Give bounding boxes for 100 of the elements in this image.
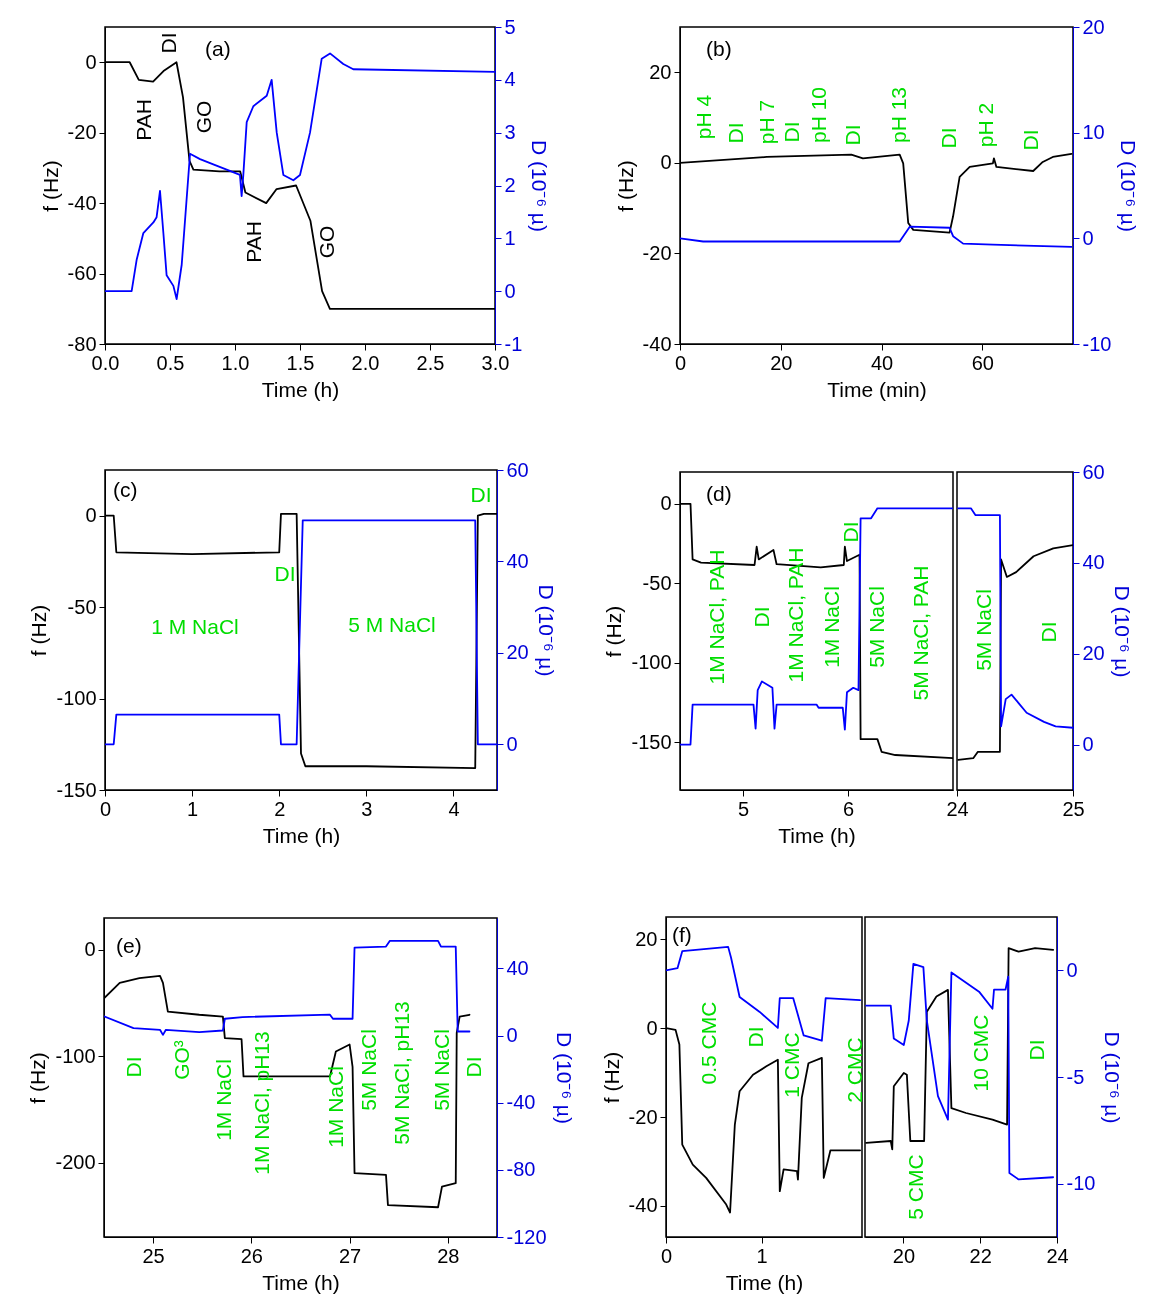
annotation: DI: [780, 121, 803, 143]
y-tick-label: 0: [85, 50, 97, 73]
y2-tick-label: 4: [504, 68, 516, 91]
x-tick-label: 26: [240, 1244, 263, 1267]
x-axis-title: Time (h): [262, 1270, 340, 1294]
y-tick-label: -40: [642, 332, 672, 355]
annotation: DI: [724, 122, 747, 144]
x-tick-label: 40: [870, 351, 894, 374]
y2-tick-label: 0: [1082, 226, 1094, 249]
annotation: 5M NaCl, PAH: [909, 565, 932, 701]
y-tick-label: -150: [56, 778, 97, 801]
y2-tick-label: 0: [1066, 958, 1078, 981]
annotation: pH 2: [974, 102, 997, 148]
y2-axis-title: D (10⁻⁶ µ): [534, 584, 558, 677]
x-tick-label: 60: [971, 351, 994, 374]
y-tick-label: -20: [67, 121, 97, 144]
line-series: [680, 225, 1073, 248]
annotation: DI: [1037, 621, 1060, 643]
y-axis-title: f (Hz): [599, 1051, 623, 1104]
y2-tick-label: 0: [504, 279, 516, 302]
chart-title: (c): [113, 478, 138, 501]
y2-tick-label: 60: [506, 458, 529, 481]
line-series: [957, 507, 1073, 729]
y-tick-label: -150: [631, 730, 672, 753]
annotation: pH 4: [692, 94, 715, 140]
y2-axis-title: D (10⁻⁶ µ): [1110, 585, 1134, 678]
annotation: 5M NaCl: [430, 1029, 453, 1111]
y-tick-label: -100: [55, 1044, 96, 1067]
y2-tick-label: 5: [504, 15, 516, 38]
y2-tick-label: 1: [504, 226, 516, 249]
y-axis-title: f (Hz): [613, 160, 637, 212]
x-tick-label: 4: [448, 797, 460, 820]
y2-tick-label: -10: [1082, 332, 1112, 355]
annotation: 1M NaCl: [324, 1066, 347, 1148]
y2-tick-label: 20: [1082, 15, 1105, 38]
x-tick-label: 6: [842, 797, 855, 820]
y2-tick-label: 2: [504, 174, 516, 196]
x-tick-label: 25: [142, 1244, 165, 1267]
y2-tick-label: 0: [1082, 733, 1094, 756]
x-tick-label: 3: [361, 797, 373, 820]
annotation: pH 13: [887, 86, 910, 144]
x-tick-label: 1.0: [221, 351, 250, 374]
y2-tick-label: 40: [506, 956, 529, 979]
y-tick-label: 0: [660, 151, 672, 174]
annotation: 1M NaCl, PAH: [784, 547, 807, 683]
annotation: DI: [462, 1056, 485, 1078]
chart-title: (f): [672, 923, 692, 946]
x-tick-label: 28: [437, 1244, 460, 1267]
x-tick-label: 1.5: [286, 351, 315, 374]
x-tick-label: 22: [969, 1244, 992, 1267]
annotation: GO: [192, 100, 215, 134]
y-tick-label: -60: [67, 262, 97, 285]
y-axis-title: f (Hz): [26, 1052, 50, 1104]
y-tick-label: -100: [56, 687, 97, 710]
annotation: 1M NaCl, pH13: [250, 1031, 273, 1175]
y-axis-title: f (Hz): [602, 605, 626, 658]
annotation: GO³: [170, 1040, 193, 1080]
annotation: DI: [750, 606, 773, 628]
y2-tick-label: 20: [506, 641, 529, 664]
x-tick-label: 1: [756, 1244, 768, 1267]
x-tick-label: 0: [99, 797, 112, 820]
x-tick-label: 2.5: [416, 351, 445, 374]
annotation: 10 CMC: [969, 1014, 992, 1092]
y-tick-label: -100: [631, 651, 672, 674]
y-tick-label: -50: [67, 595, 97, 618]
y2-tick-label: -40: [506, 1091, 536, 1114]
annotation: pH 7: [755, 99, 778, 145]
annotation: 1M NaCl: [820, 586, 843, 668]
annotation: 5 CMC: [904, 1154, 927, 1220]
x-axis-title: Time (h): [262, 823, 341, 847]
annotation: 5M NaCl: [865, 586, 888, 668]
y2-tick-label: -120: [506, 1225, 547, 1248]
x-tick-label: 5: [737, 797, 750, 820]
y-axis-title: f (Hz): [38, 160, 62, 212]
x-axis-title: Time (h): [261, 377, 340, 401]
annotation: 5 M NaCl: [348, 613, 436, 636]
annotation: GO: [315, 225, 338, 259]
x-tick-label: 2.0: [351, 351, 380, 374]
x-axis-title: Time (min): [827, 377, 927, 401]
y2-tick-label: -5: [1066, 1065, 1085, 1088]
annotation: DI: [470, 483, 492, 506]
annotation: DI: [841, 124, 864, 146]
annotation: 1 M NaCl: [151, 615, 239, 638]
y-tick-label: 0: [85, 504, 97, 527]
annotation: 2 CMC: [843, 1037, 866, 1103]
y-axis-title: f (Hz): [27, 604, 51, 657]
x-axis-title: Time (h): [725, 1270, 804, 1294]
x-tick-label: 20: [770, 351, 793, 374]
annotation: 0.5 CMC: [697, 1001, 720, 1085]
y2-tick-label: 40: [1082, 551, 1105, 574]
y-tick-label: -200: [55, 1151, 96, 1174]
y-tick-label: 0: [84, 938, 96, 961]
annotation: 1M NaCl, PAH: [705, 549, 728, 685]
y2-tick-label: -10: [1066, 1172, 1096, 1195]
annotation: 1 CMC: [780, 1032, 803, 1098]
annotation: 5M NaCl: [972, 589, 995, 671]
annotation: 5M NaCl, pH13: [390, 1001, 413, 1145]
y2-axis-title: D (10⁻⁶ µ): [1101, 1031, 1125, 1124]
x-tick-label: 20: [892, 1244, 916, 1267]
text: (b): [706, 37, 732, 60]
